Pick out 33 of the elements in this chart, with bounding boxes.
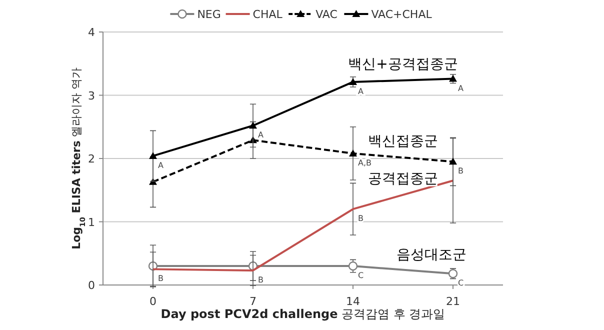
annotation: B (158, 274, 164, 284)
y-tick-label: 1 (88, 216, 95, 229)
x-tick-label: 7 (250, 295, 256, 308)
annotation: 음성대조군 (396, 247, 467, 264)
annotation: B (258, 275, 264, 284)
annotation: A (458, 84, 464, 93)
annotation: A (158, 160, 164, 170)
y-tick-label: 4 (88, 26, 95, 39)
y-tick-label: 3 (88, 89, 95, 102)
point (349, 78, 357, 85)
legend-label: NEG (197, 8, 221, 21)
legend-label: CHAL (252, 8, 284, 21)
x-tick-label: 14 (346, 295, 360, 308)
point (149, 152, 157, 159)
annotation: B (458, 166, 464, 176)
annotation: A,B (358, 158, 372, 168)
x-tick-label: 21 (446, 295, 460, 308)
annotation: B (358, 214, 364, 224)
y-tick-label: 2 (88, 152, 95, 166)
point (449, 158, 457, 165)
point (249, 122, 257, 129)
annotation: A (258, 130, 264, 140)
annotation: C (358, 271, 364, 280)
y-tick-label: 0 (88, 279, 95, 292)
point (349, 149, 357, 156)
legend-label: VAC+CHAL (371, 8, 433, 21)
x-axis-title: Day post PCV2d challenge 공격감염 후 경과일 (160, 307, 446, 321)
annotation: 공격접종군 (368, 170, 438, 187)
annotation: 백신+공격접종군 (348, 56, 458, 72)
annotation: A (358, 86, 364, 96)
annotation: 백신접종군 (368, 134, 438, 150)
legend-label: VAC (316, 8, 338, 21)
x-tick-label: 0 (150, 295, 156, 308)
